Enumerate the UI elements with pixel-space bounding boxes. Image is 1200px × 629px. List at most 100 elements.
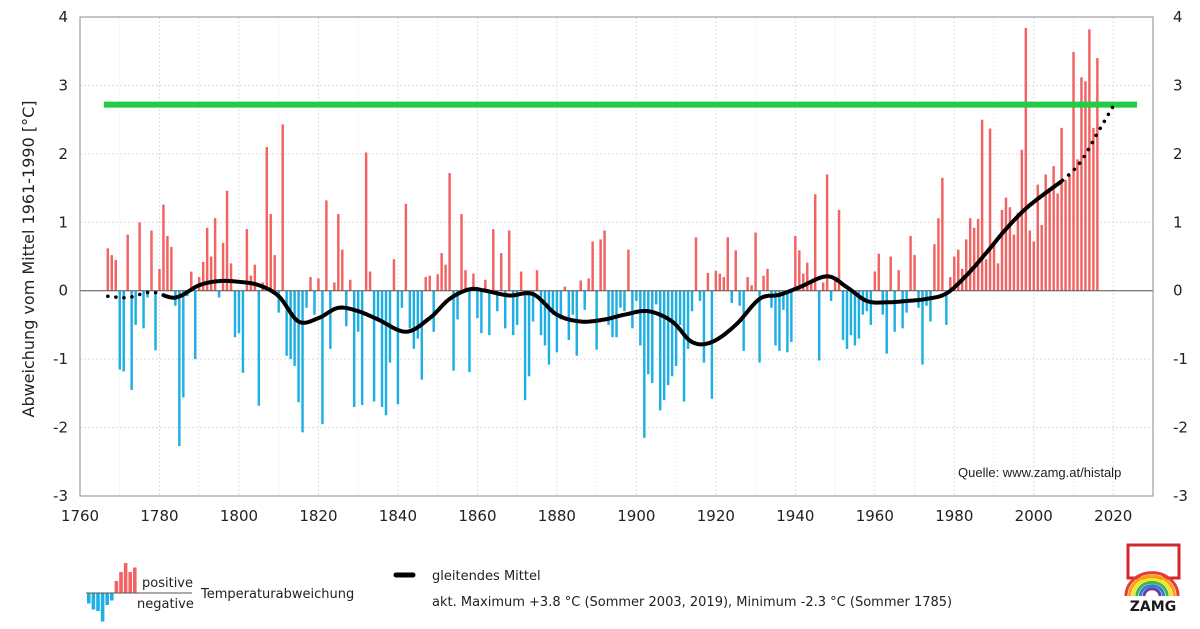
bar-2011	[1076, 159, 1079, 291]
y-tick-label: 2	[58, 145, 68, 163]
bar-1866	[500, 253, 503, 291]
legend: positive negative Temperaturabweichung g…	[86, 563, 952, 622]
bar-1927	[742, 290, 745, 351]
bar-1880	[555, 290, 559, 353]
bar-1997	[1020, 149, 1024, 291]
bar-1815	[297, 290, 300, 403]
bar-1871	[519, 271, 523, 291]
bar-1989	[988, 128, 992, 291]
bar-1884	[571, 290, 575, 315]
bar-1786	[182, 290, 185, 398]
bar-1856	[460, 214, 463, 291]
bar-1773	[130, 290, 133, 390]
bar-1950	[833, 277, 837, 291]
bar-1852	[444, 264, 447, 291]
bar-1778	[150, 230, 153, 291]
smooth-line-solid	[161, 179, 1063, 347]
bar-1862	[484, 279, 487, 291]
bar-1878	[547, 290, 551, 365]
legend-bar	[96, 593, 100, 611]
bar-1782	[166, 235, 169, 291]
bar-1868	[507, 230, 511, 291]
bar-1942	[802, 273, 805, 291]
bar-1983	[964, 239, 968, 291]
bar-2012	[1080, 77, 1083, 291]
plot-frame	[79, 16, 1154, 497]
legend-bar	[87, 593, 91, 604]
bar-1774	[134, 290, 137, 325]
bar-1775	[138, 222, 141, 291]
y-tick-label: 1	[58, 213, 68, 231]
bar-1823	[329, 290, 332, 349]
bar-1772	[126, 234, 129, 291]
bar-1819	[313, 290, 316, 315]
bar-1965	[893, 290, 896, 332]
bar-1849	[432, 290, 435, 332]
bar-2008	[1064, 179, 1067, 291]
bar-1857	[464, 270, 467, 291]
bar-1769	[114, 259, 117, 291]
bar-1794	[213, 218, 217, 291]
bar-2004	[1048, 191, 1051, 291]
bar-2009	[1068, 174, 1071, 291]
legend-bar	[105, 593, 109, 605]
bar-1833	[368, 271, 372, 291]
bar-1793	[209, 256, 213, 291]
bar-2006	[1056, 193, 1059, 291]
y-tick-labels-right: -3 -2 -1 0 1 2 3 4	[1173, 8, 1188, 505]
bar-1820	[317, 278, 320, 291]
bar-1920	[714, 270, 718, 291]
bar-1922	[722, 277, 726, 291]
bar-1825	[337, 214, 340, 291]
bar-1992	[1000, 209, 1004, 291]
legend-bar	[100, 593, 105, 622]
bar-1893	[607, 290, 610, 325]
bar-1903	[647, 290, 650, 375]
bar-1808	[269, 214, 272, 291]
x-tick-label: 2020	[1094, 507, 1132, 525]
bar-1954	[849, 290, 853, 336]
bar-1925	[734, 250, 737, 291]
bar-1940	[794, 235, 797, 291]
bar-1816	[301, 290, 304, 433]
bar-1894	[611, 290, 614, 338]
bar-1914	[690, 290, 694, 312]
bar-1872	[523, 290, 527, 401]
bar-1779	[154, 290, 157, 351]
bar-1990	[992, 241, 996, 291]
bar-1788	[190, 271, 193, 291]
bar-1800	[237, 290, 241, 334]
bar-1944	[810, 282, 813, 291]
bar-1961	[877, 253, 881, 291]
bar-1811	[281, 124, 284, 291]
bar-1783	[170, 246, 173, 291]
y-tick-label: 0	[58, 282, 68, 300]
bar-1886	[579, 280, 582, 291]
bar-1846	[420, 290, 423, 380]
bar-1855	[456, 290, 459, 320]
bar-1831	[360, 290, 364, 405]
x-tick-label: 1920	[697, 507, 735, 525]
bar-1848	[428, 275, 431, 291]
bar-1824	[333, 282, 336, 291]
bar-2014	[1088, 29, 1091, 291]
logo-arc	[1124, 571, 1180, 597]
bar-1934	[770, 290, 773, 308]
bar-1935	[774, 290, 777, 346]
bar-1993	[1004, 197, 1008, 291]
bar-1939	[790, 290, 793, 343]
bar-1865	[496, 290, 499, 312]
bar-1873	[527, 290, 531, 377]
x-tick-label: 1760	[61, 507, 99, 525]
bar-1899	[631, 290, 634, 329]
logo-rainbow-icon	[1124, 571, 1180, 597]
bar-1789	[194, 290, 197, 360]
bar-1892	[603, 230, 606, 291]
bar-1902	[643, 290, 646, 438]
bar-1905	[655, 290, 658, 305]
bar-1795	[217, 290, 221, 298]
smooth-curve	[106, 104, 1116, 347]
bar-1867	[503, 290, 507, 329]
bar-1898	[627, 249, 630, 291]
